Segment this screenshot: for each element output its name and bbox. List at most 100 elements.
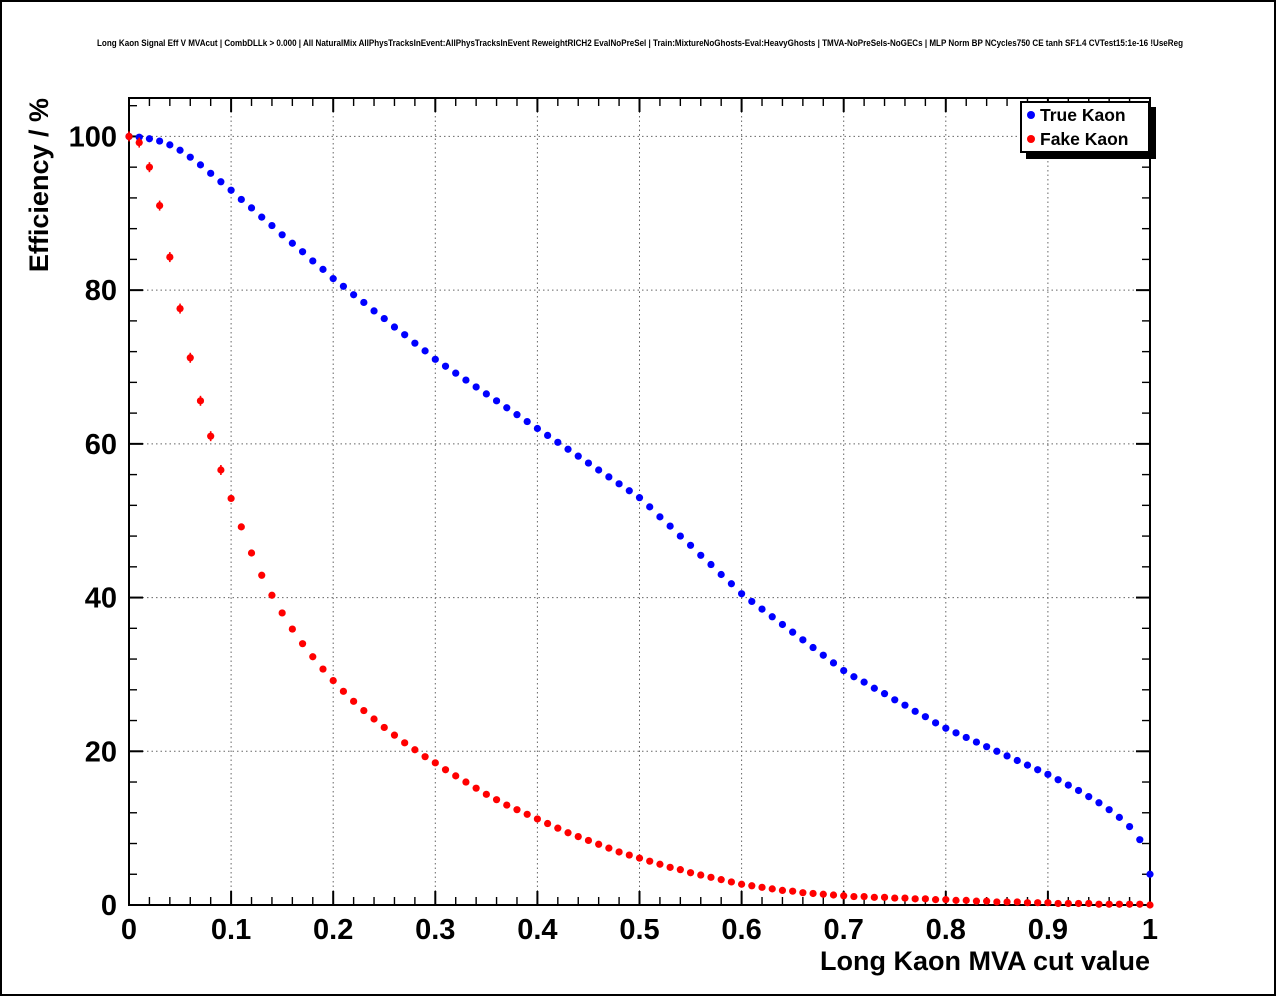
data-point [350, 697, 358, 705]
data-point [166, 253, 174, 261]
data-point [584, 459, 593, 467]
data-point [237, 523, 245, 531]
data-point [441, 766, 450, 774]
data-point [809, 643, 817, 652]
data-point [952, 896, 960, 904]
data-point [738, 590, 746, 598]
data-point [1023, 899, 1032, 907]
data-point [309, 257, 317, 265]
data-point [370, 307, 378, 315]
data-point [1064, 781, 1072, 789]
data-point [492, 796, 501, 804]
data-point [697, 551, 705, 559]
x-tick-label: 1 [1142, 914, 1158, 946]
data-point [625, 851, 633, 859]
data-point [809, 889, 817, 898]
data-point [635, 494, 644, 502]
data-point [819, 651, 827, 659]
data-point [595, 840, 603, 848]
x-tick-label: 0.3 [415, 914, 455, 946]
data-point [217, 466, 225, 474]
data-point [748, 597, 756, 606]
data-point [278, 231, 286, 239]
data-point [533, 424, 542, 433]
data-point [217, 178, 225, 186]
data-point [1146, 870, 1154, 878]
x-tick-label: 0.7 [824, 914, 864, 946]
data-point [891, 696, 899, 704]
y-axis-title: Efficiency / % [24, 98, 54, 272]
data-point [1085, 899, 1093, 908]
data-point [258, 213, 266, 221]
data-point [207, 432, 215, 440]
data-point [411, 339, 419, 347]
data-point [1003, 752, 1011, 760]
data-point [1054, 899, 1062, 908]
data-point [452, 369, 460, 377]
data-point [686, 869, 695, 877]
data-point [258, 571, 266, 579]
x-tick-label: 0.8 [926, 914, 966, 946]
data-point [789, 628, 797, 636]
legend: True Kaon Fake Kaon [1020, 101, 1150, 153]
data-point [615, 480, 623, 488]
data-point [431, 355, 439, 363]
data-point [135, 133, 143, 141]
data-point [993, 898, 1001, 906]
data-point [544, 819, 552, 828]
data-point [1105, 806, 1113, 814]
data-point [339, 282, 348, 290]
data-point [288, 239, 296, 247]
data-point [1105, 900, 1113, 908]
data-point [227, 186, 235, 194]
data-point [1095, 799, 1103, 807]
data-point [891, 894, 899, 902]
data-point [768, 613, 776, 621]
data-point [370, 715, 378, 723]
data-point [860, 678, 868, 686]
data-point [635, 854, 644, 862]
data-point [646, 503, 654, 511]
data-point [329, 275, 337, 283]
data-point [1115, 813, 1123, 821]
data-point [421, 753, 429, 761]
data-point [237, 195, 245, 204]
data-point [125, 132, 133, 141]
data-point [350, 291, 358, 299]
data-point [196, 161, 205, 169]
data-point [472, 383, 480, 391]
data-point [829, 659, 838, 667]
y-tick-label: 40 [85, 583, 117, 615]
data-point [513, 806, 521, 814]
data-point [584, 836, 593, 845]
data-point [1064, 899, 1072, 908]
data-point [646, 857, 654, 865]
data-point [942, 724, 950, 732]
x-tick-label: 0.9 [1028, 914, 1068, 946]
data-point [676, 532, 684, 540]
legend-entry-fake-kaon: Fake Kaon [1022, 127, 1148, 151]
data-point [339, 687, 348, 695]
data-point [1044, 770, 1052, 778]
data-point [666, 522, 674, 530]
data-point [298, 248, 307, 256]
data-point [186, 153, 194, 161]
data-point [1054, 776, 1062, 784]
data-point [983, 897, 991, 905]
x-tick-label: 0.6 [721, 914, 761, 946]
data-point [983, 743, 991, 751]
data-point [666, 863, 674, 871]
data-point [503, 404, 511, 412]
data-point [799, 889, 807, 897]
data-point [768, 885, 776, 893]
data-point [452, 772, 460, 780]
data-point [707, 560, 715, 569]
data-point [176, 146, 184, 154]
data-point [319, 265, 327, 273]
data-points-layer [125, 131, 1154, 909]
data-point [952, 729, 960, 737]
data-point [564, 445, 572, 453]
data-point [145, 163, 154, 171]
data-point [676, 866, 684, 874]
data-point [482, 790, 490, 798]
